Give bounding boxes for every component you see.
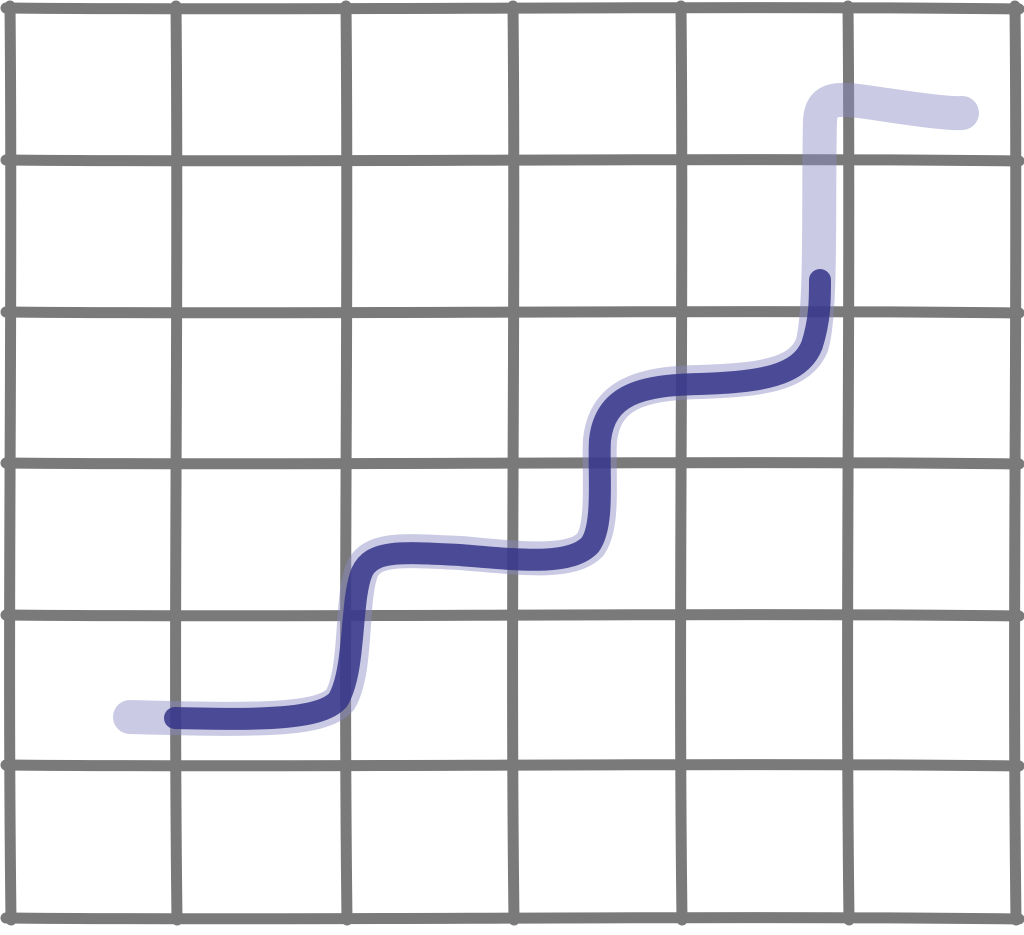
grid-vertical-line — [4, 0, 17, 926]
grid-vertical-line — [340, 0, 353, 926]
trend-line-halo — [113, 82, 979, 736]
grid-horizontal-line — [0, 2, 1024, 15]
trend-line — [164, 269, 831, 730]
grid-horizontal-line — [0, 609, 1024, 622]
grid-vertical-line — [170, 0, 183, 926]
grid-vertical-line — [1009, 0, 1022, 926]
grid-vertical-line — [507, 0, 520, 926]
grid-horizontal-line — [0, 306, 1024, 319]
rising-trend-line — [113, 82, 979, 736]
grid-horizontal-line — [0, 912, 1024, 925]
grid-vertical-line — [842, 0, 855, 926]
grid-horizontal-line — [0, 154, 1024, 167]
grid-horizontal-line — [0, 457, 1024, 470]
grid-horizontal-line — [0, 759, 1024, 772]
grid-vertical-line — [675, 0, 688, 926]
